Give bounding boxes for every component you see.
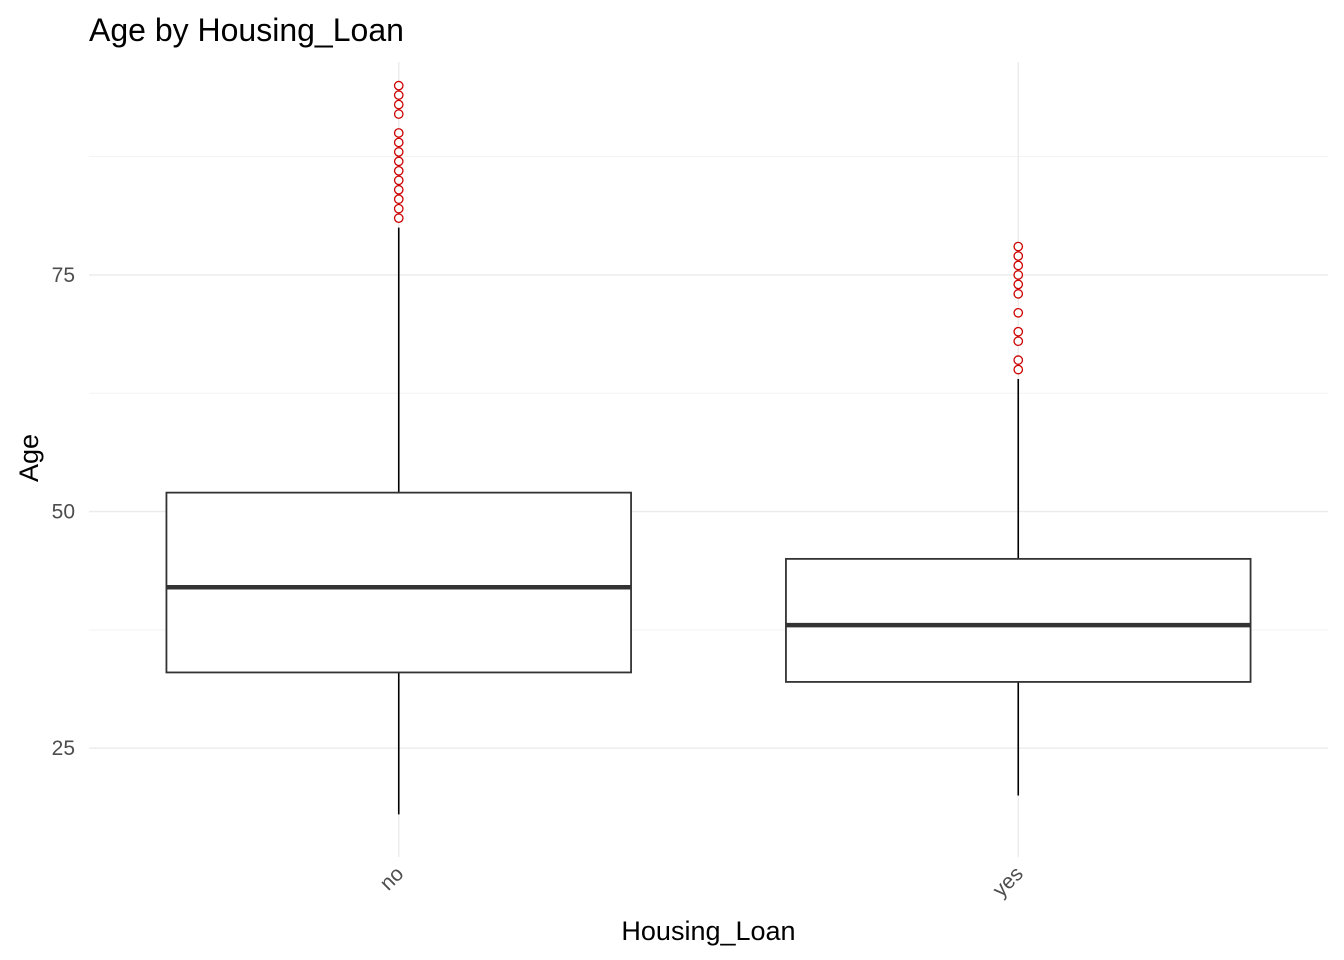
grid-layer: [89, 62, 1328, 857]
outlier-point-no: [393, 184, 404, 195]
outlier-point-yes: [1013, 336, 1024, 347]
x-tick-label: no: [376, 862, 409, 895]
outlier-point-yes: [1013, 270, 1024, 280]
outlier-point-yes: [1013, 307, 1024, 318]
y-tick-label: 50: [52, 501, 75, 524]
chart-title: Age by Housing_Loan: [89, 12, 404, 48]
y-axis-title: Age: [14, 434, 44, 482]
outlier-point-no: [393, 80, 404, 91]
outlier-point-no: [393, 156, 404, 167]
outlier-point-no: [393, 165, 404, 176]
outlier-point-no: [393, 99, 404, 110]
outlier-point-no: [393, 147, 404, 157]
outlier-point-no: [393, 213, 404, 224]
outlier-point-yes: [1013, 289, 1024, 299]
outlier-point-yes: [1013, 364, 1024, 375]
outlier-point-no: [393, 128, 404, 138]
outlier-point-no: [393, 90, 404, 100]
outlier-point-no: [393, 137, 404, 148]
y-tick-label: 25: [52, 737, 75, 760]
axis-layer: Age by Housing_Loan Housing_Loan Age 25 5…: [14, 12, 1028, 946]
x-axis-title: Housing_Loan: [621, 916, 795, 946]
outlier-point-yes: [1013, 241, 1024, 252]
outlier-point-no: [393, 194, 404, 205]
outlier-point-yes: [1013, 251, 1024, 261]
outlier-point-yes: [1013, 326, 1024, 337]
outlier-point-yes: [1013, 355, 1024, 365]
box-yes: [785, 557, 1252, 683]
y-tick-label: 75: [52, 264, 75, 287]
x-tick-label: yes: [988, 862, 1027, 901]
plot-layer: [165, 80, 1252, 815]
outlier-point-yes: [1013, 279, 1024, 290]
outlier-point-yes: [1013, 260, 1024, 271]
outlier-point-no: [393, 203, 404, 214]
outlier-point-no: [393, 175, 404, 186]
outlier-point-no: [393, 109, 404, 119]
box-no: [165, 491, 632, 674]
